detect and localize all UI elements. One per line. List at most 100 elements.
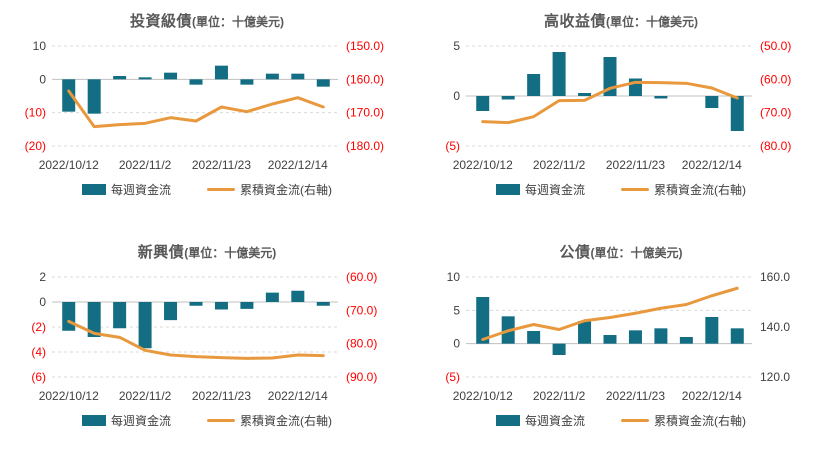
x-axis-tick-label: 2022/11/23 bbox=[192, 158, 251, 172]
x-axis-tick-label: 2022/10/12 bbox=[453, 158, 513, 172]
x-axis-tick-label: 2022/12/14 bbox=[682, 389, 742, 403]
bar bbox=[705, 96, 719, 108]
bar bbox=[730, 328, 744, 344]
x-axis-tick-label: 2022/11/2 bbox=[119, 158, 172, 172]
chart-unit-label: (單位：十億美元) bbox=[192, 15, 284, 29]
left-axis-tick-label: (6) bbox=[31, 370, 46, 384]
left-axis-tick-label: 5 bbox=[453, 39, 460, 53]
chart-title: 公債(單位：十億美元) bbox=[414, 242, 828, 267]
bar bbox=[552, 52, 566, 96]
bar bbox=[679, 337, 693, 344]
x-axis-tick-label: 2022/11/23 bbox=[192, 389, 251, 403]
bar bbox=[62, 302, 76, 331]
chart-plot-area: 2 0 (2) (4) (6) (60.0) (70.0) (80.0) (90.0) 2022/… bbox=[31, 270, 377, 403]
chart-legend: 每週資金流 累積資金流(右軸) bbox=[414, 412, 828, 429]
chart-title: 高收益債(單位：十億美元) bbox=[414, 11, 828, 36]
left-axis-tick-label: (5) bbox=[445, 370, 460, 384]
bar bbox=[87, 79, 101, 114]
line-series-swatch bbox=[207, 188, 235, 191]
bar bbox=[164, 72, 178, 80]
left-axis-tick-label: 10 bbox=[447, 270, 461, 284]
chart-plot-area: 5 0 (5) (50.0) (60.0) (70.0) (80.0) 2022/10/12 2… bbox=[445, 39, 791, 172]
line-series bbox=[67, 89, 325, 129]
x-axis-tick-label: 2022/11/2 bbox=[533, 158, 586, 172]
bar bbox=[316, 79, 330, 87]
left-axis-tick-label: (2) bbox=[31, 320, 46, 334]
bar bbox=[189, 302, 203, 306]
bar-series-swatch bbox=[495, 415, 520, 426]
x-axis-tick-label: 2022/12/14 bbox=[268, 389, 328, 403]
bar bbox=[189, 79, 203, 85]
bar-series-swatch bbox=[81, 415, 106, 426]
bar bbox=[291, 290, 305, 302]
chart-title: 新興債(單位：十億美元) bbox=[0, 242, 414, 267]
chart-high-yield-bonds: 高收益債(單位：十億美元) 5 0 (5) (50.0) (60.0) (70.0) (80… bbox=[414, 0, 828, 231]
bar bbox=[603, 335, 617, 344]
chart-legend: 每週資金流 累積資金流(右軸) bbox=[0, 412, 414, 429]
bar-series-swatch bbox=[81, 184, 106, 195]
bar bbox=[87, 302, 101, 337]
bar bbox=[578, 321, 592, 344]
x-axis-tick-label: 2022/11/23 bbox=[606, 158, 665, 172]
chart-plot-area: 10 5 0 (5) 160.0 140.0 120.0 2022/10/12 2022/11/… bbox=[445, 270, 790, 403]
bar-series-label: 每週資金流 bbox=[110, 183, 171, 197]
bar bbox=[240, 79, 254, 85]
right-axis-tick-label: (180.0) bbox=[346, 139, 384, 153]
bar bbox=[240, 302, 254, 309]
right-axis-tick-label: 120.0 bbox=[760, 370, 790, 384]
chart-legend: 每週資金流 累積資金流(右軸) bbox=[0, 181, 414, 198]
chart-unit-label: (單位：十億美元) bbox=[590, 246, 683, 260]
left-axis-tick-label: (4) bbox=[31, 345, 46, 359]
x-axis-tick-label: 2022/10/12 bbox=[39, 389, 99, 403]
line-series bbox=[67, 319, 325, 360]
line-series-swatch bbox=[621, 188, 649, 191]
x-axis-tick-label: 2022/11/2 bbox=[533, 389, 586, 403]
bar bbox=[265, 73, 279, 80]
chart-title-text: 高收益債 bbox=[543, 13, 606, 30]
right-axis-tick-label: (50.0) bbox=[760, 39, 791, 53]
right-axis-tick-label: (80.0) bbox=[760, 139, 791, 153]
left-axis-tick-label: (20) bbox=[25, 139, 46, 153]
left-axis-tick-label: 0 bbox=[39, 72, 46, 86]
right-axis-tick-label: 140.0 bbox=[760, 320, 790, 334]
right-axis-tick-label: (80.0) bbox=[346, 337, 377, 351]
bar-series-swatch bbox=[495, 184, 520, 195]
left-axis-tick-label: (5) bbox=[445, 139, 460, 153]
bar bbox=[628, 330, 642, 344]
chart-legend: 每週資金流 累積資金流(右軸) bbox=[414, 181, 828, 198]
bar bbox=[476, 96, 490, 111]
left-axis-tick-label: 0 bbox=[453, 89, 460, 103]
right-axis-tick-label: (90.0) bbox=[346, 370, 377, 384]
bar bbox=[654, 328, 668, 344]
bar bbox=[138, 77, 152, 80]
left-axis-tick-label: 0 bbox=[453, 337, 460, 351]
bar bbox=[527, 331, 541, 344]
chart-investment-grade-bonds: 投資級債(單位：十億美元) 10 0 (10) (20) (150.0) (160.0) (… bbox=[0, 0, 414, 231]
bar bbox=[501, 96, 515, 100]
line-series bbox=[481, 286, 739, 341]
chart-title-text: 公債 bbox=[559, 244, 591, 261]
chart-title-text: 新興債 bbox=[137, 244, 185, 261]
line-series bbox=[481, 80, 739, 125]
right-axis-tick-label: (170.0) bbox=[346, 106, 384, 120]
left-axis-tick-label: 0 bbox=[39, 295, 46, 309]
right-axis-tick-label: (160.0) bbox=[346, 72, 384, 86]
bar bbox=[164, 302, 178, 321]
bar bbox=[113, 302, 127, 329]
x-axis-tick-label: 2022/12/14 bbox=[268, 158, 328, 172]
line-series-label: 累積資金流(右軸) bbox=[654, 414, 746, 428]
bar bbox=[214, 302, 228, 310]
bar bbox=[730, 96, 744, 131]
line-series-label: 累積資金流(右軸) bbox=[654, 183, 746, 197]
chart-unit-label: (單位：十億美元) bbox=[606, 15, 698, 29]
bar bbox=[138, 302, 152, 349]
bar bbox=[527, 74, 541, 96]
bar bbox=[578, 93, 592, 96]
right-axis-tick-label: (60.0) bbox=[346, 270, 377, 284]
chart-title: 投資級債(單位：十億美元) bbox=[0, 11, 414, 36]
left-axis-tick-label: 2 bbox=[39, 270, 46, 284]
right-axis-tick-label: (150.0) bbox=[346, 39, 384, 53]
right-axis-tick-label: (70.0) bbox=[760, 106, 791, 120]
bar bbox=[291, 73, 305, 80]
